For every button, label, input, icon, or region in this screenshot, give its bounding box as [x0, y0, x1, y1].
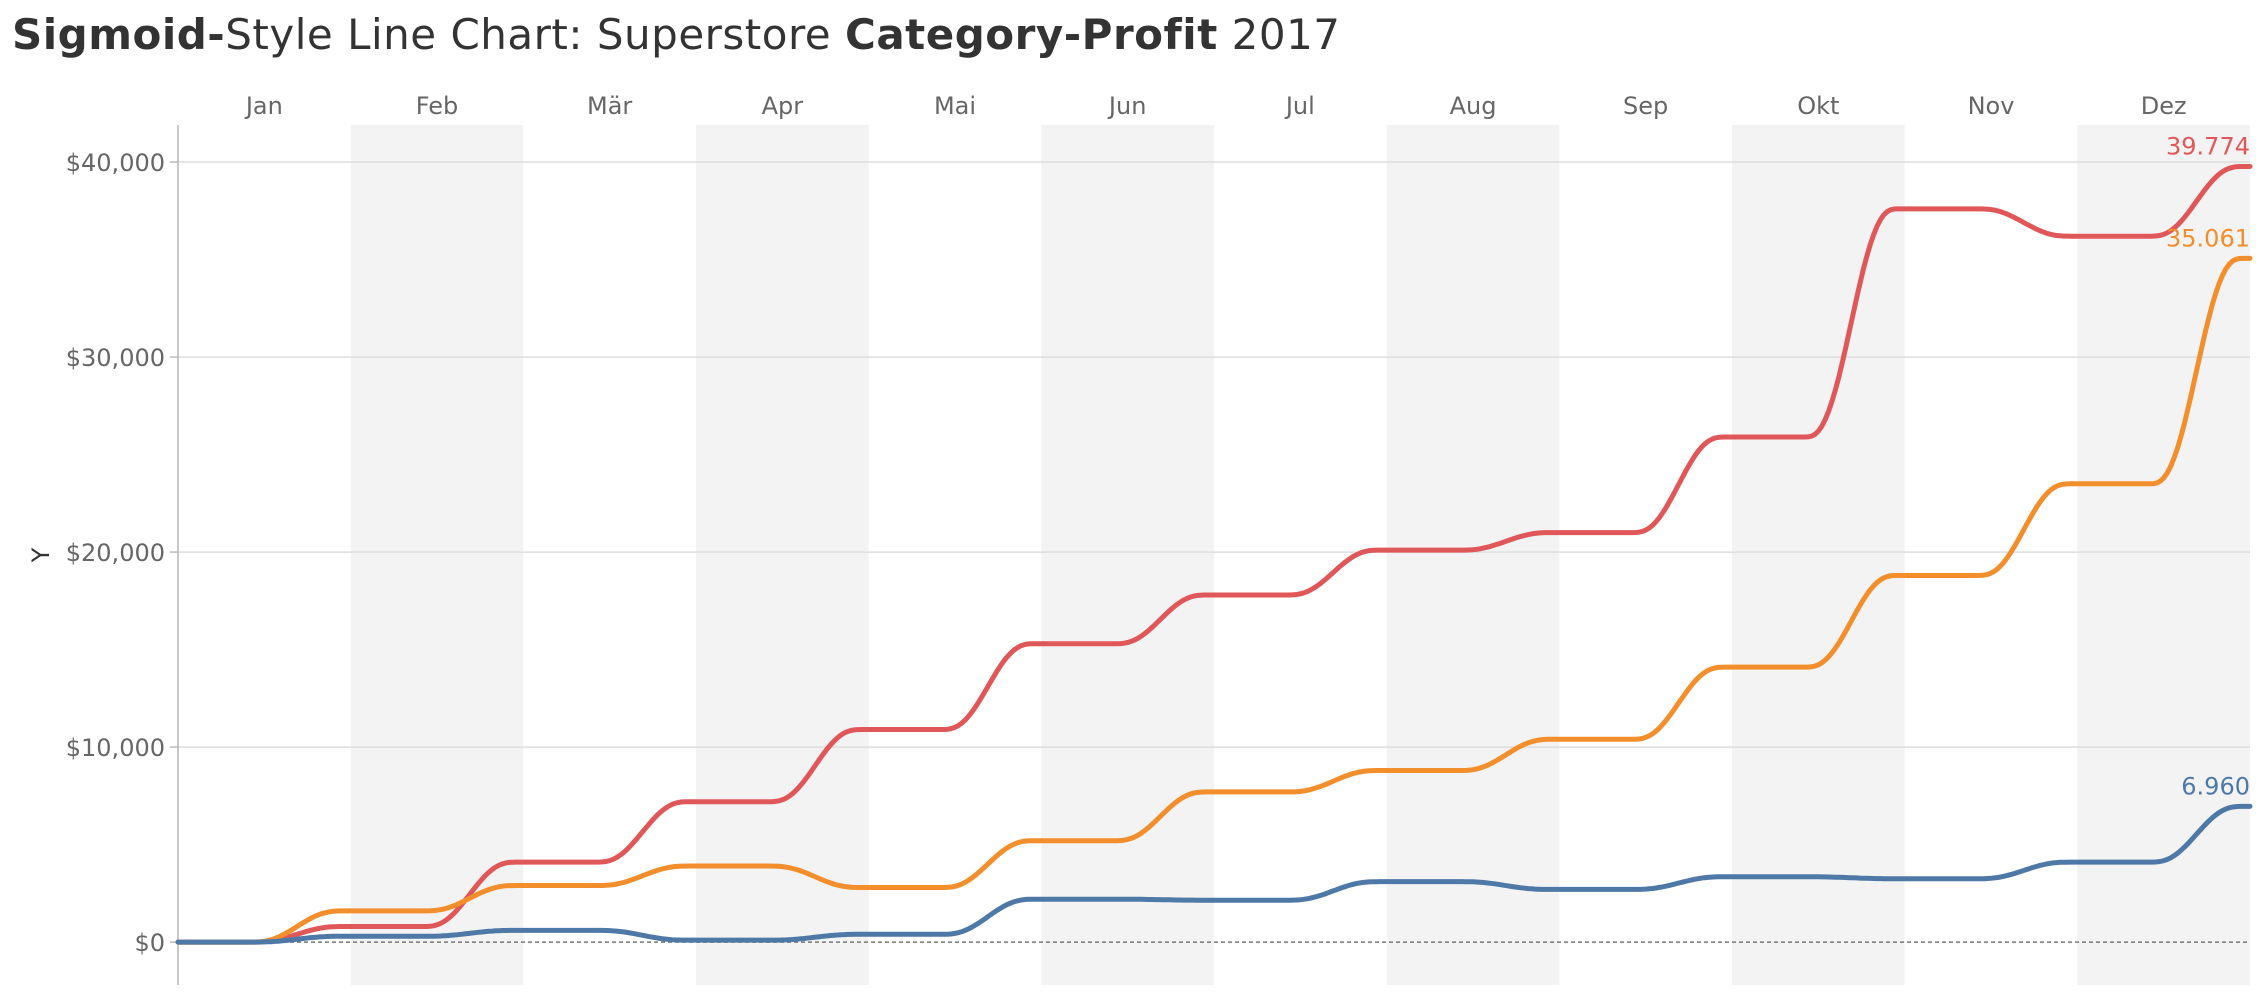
month-label-9: Sep [1623, 92, 1668, 120]
month-label-4: Apr [762, 92, 804, 120]
month-band-10 [1732, 125, 1905, 985]
title-part-1: Sigmoid- [12, 10, 226, 59]
y-axis-label: Y [27, 547, 55, 563]
title-part-2: Style Line Chart: Superstore [225, 10, 846, 59]
month-band-2 [350, 125, 524, 985]
chart-labels: Jan Feb Mär Apr Mai Jun Jul Aug Sep Okt Nov Dez $0 $1… [27, 92, 2250, 957]
y-tick-label-1: $10,000 [66, 734, 165, 762]
axes [170, 125, 179, 985]
month-band-12 [2077, 125, 2250, 985]
title-part-4: 2017 [1217, 10, 1341, 59]
y-tick-label-3: $30,000 [66, 344, 165, 372]
end-value-label-2: 35.061 [2166, 224, 2250, 252]
series-line-2 [175, 255, 2253, 945]
month-band-4 [696, 125, 869, 985]
month-label-3: Mär [587, 92, 632, 120]
month-band-6 [1041, 125, 1214, 985]
month-band-8 [1386, 125, 1560, 985]
series-line-3 [175, 803, 2253, 945]
end-value-label-1: 39.774 [2166, 132, 2250, 160]
y-tick-label-4: $40,000 [66, 149, 165, 177]
month-label-7: Jul [1284, 92, 1315, 120]
title-part-3: Category-Profit [845, 10, 1218, 59]
month-label-11: Nov [1968, 92, 2015, 120]
month-label-2: Feb [416, 92, 459, 120]
month-label-6: Jun [1107, 92, 1147, 120]
month-label-12: Dez [2141, 92, 2187, 120]
y-tick-label-0: $0 [134, 929, 165, 957]
grid-lines [178, 161, 2250, 943]
end-value-label-3: 6.960 [2181, 772, 2250, 800]
month-bands [350, 125, 2250, 985]
chart-title: Sigmoid-Style Line Chart: Superstore Cat… [12, 10, 1341, 59]
y-tick-label-2: $20,000 [66, 539, 165, 567]
month-label-5: Mai [934, 92, 976, 120]
series-lines [175, 164, 2253, 945]
month-label-8: Aug [1450, 92, 1497, 120]
series-line-1 [175, 164, 2253, 945]
month-label-10: Okt [1797, 92, 1839, 120]
month-label-1: Jan [244, 92, 283, 120]
